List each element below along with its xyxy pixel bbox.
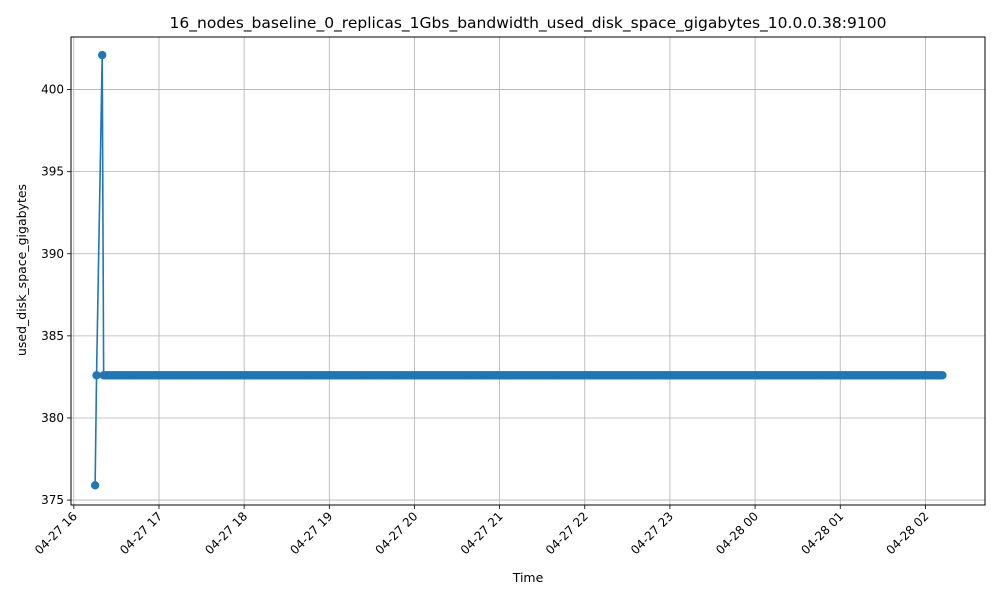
y-axis-ticks: 375 380 385 390 395 400 (41, 83, 71, 507)
x-tick-label: 04-27 21 (458, 509, 506, 557)
data-point (92, 371, 101, 380)
x-tick-label: 04-27 19 (287, 509, 335, 557)
x-tick-label: 04-27 16 (32, 509, 80, 557)
x-tick-label: 04-27 20 (373, 509, 421, 557)
y-tick-label: 380 (41, 411, 64, 425)
y-tick-label: 390 (41, 247, 64, 261)
x-tick-label: 04-27 23 (628, 509, 676, 557)
chart-title: 16_nodes_baseline_0_replicas_1Gbs_bandwi… (170, 14, 887, 33)
plot-area-frame (70, 36, 986, 506)
x-tick-label: 04-28 00 (713, 509, 761, 557)
gridlines (71, 37, 985, 505)
x-tick-label: 04-27 18 (202, 509, 250, 557)
data-point (98, 50, 107, 60)
y-tick-label: 395 (41, 165, 64, 179)
y-tick-label: 375 (41, 493, 64, 507)
x-tick-label: 04-28 01 (798, 509, 846, 557)
x-tick-label: 04-27 22 (543, 509, 591, 557)
y-tick-label: 400 (41, 83, 64, 97)
x-axis-label: Time (512, 570, 544, 585)
data-point (938, 371, 947, 380)
y-tick-label: 385 (41, 329, 64, 343)
x-axis-ticks: 04-27 16 04-27 17 04-27 18 04-27 19 04-27 20… (32, 505, 932, 557)
data-point (90, 481, 100, 490)
x-tick-label: 04-27 17 (117, 509, 165, 557)
y-axis-label: used_disk_space_gigabytes (14, 184, 29, 356)
series-line (94, 55, 943, 486)
x-tick-label: 04-28 02 (883, 509, 931, 557)
data-series (90, 50, 947, 490)
